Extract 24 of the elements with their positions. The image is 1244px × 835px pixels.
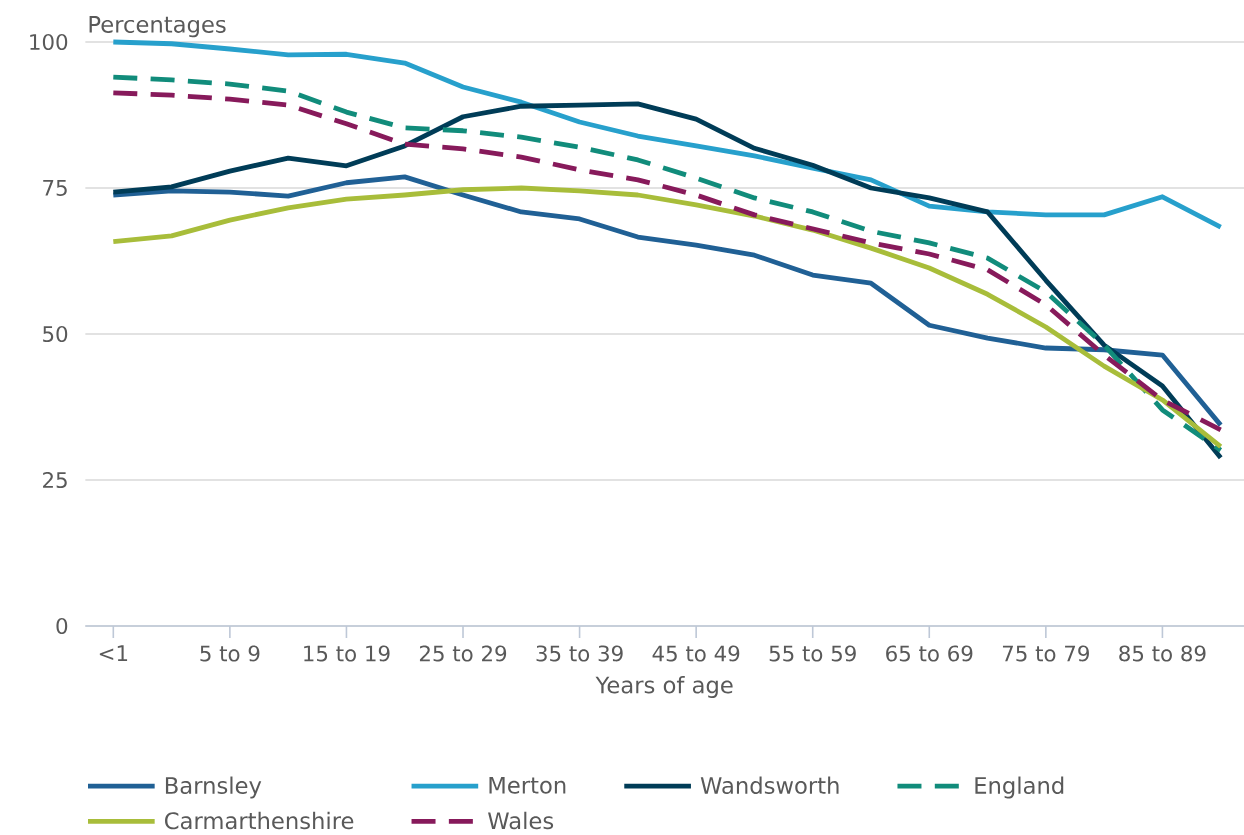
x-axis-title: Years of age (595, 675, 733, 698)
legend-label: Carmarthenshire (165, 811, 354, 830)
x-tick-label: 85 to 89 (1119, 645, 1206, 662)
legend-label: Wandsworth (700, 776, 839, 795)
x-tick-label: 55 to 59 (769, 645, 856, 662)
x-tick-label: 45 to 49 (652, 645, 740, 662)
x-tick-label: 35 to 39 (536, 645, 623, 662)
y-tick-label: 25 (43, 471, 67, 489)
y-tick-label: 75 (43, 180, 67, 196)
x-tick-label: 65 to 69 (886, 645, 973, 662)
line-series (110, 39, 1224, 230)
x-tick-label: 5 to 9 (200, 645, 260, 662)
x-tick-label: 15 to 19 (304, 645, 390, 662)
x-tick-label: <1 (99, 645, 128, 661)
legend-label: England (975, 776, 1064, 799)
x-tick-label: 75 to 79 (1002, 645, 1089, 662)
y-tick-label: 100 (30, 33, 68, 51)
x-tick-label: 25 to 29 (419, 645, 507, 662)
legend-label: Barnsley (165, 776, 262, 799)
y-axis-title: Percentages (89, 16, 226, 38)
y-tick-label: 50 (43, 325, 68, 343)
y-tick-label: 0 (56, 617, 68, 635)
legend-label: Merton (489, 776, 566, 794)
legend-label: Wales (488, 811, 554, 830)
